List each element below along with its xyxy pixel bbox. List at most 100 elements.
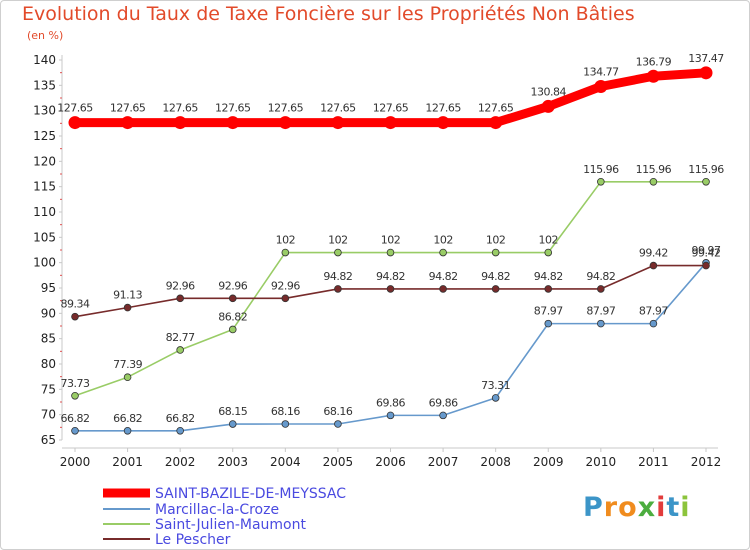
y-tick-label: 130 bbox=[33, 104, 56, 118]
data-point bbox=[281, 248, 290, 257]
y-tick-label: 90 bbox=[41, 306, 56, 320]
data-label: 94.82 bbox=[429, 270, 458, 283]
data-point bbox=[439, 285, 447, 293]
y-tick-label: 65 bbox=[41, 433, 56, 447]
data-label: 66.82 bbox=[166, 412, 195, 425]
data-label: 115.96 bbox=[583, 163, 619, 176]
data-point bbox=[71, 426, 79, 435]
x-tick-label: 2003 bbox=[217, 455, 248, 469]
x-tick-label: 2010 bbox=[586, 455, 617, 469]
data-label: 87.97 bbox=[586, 305, 615, 318]
logo-letter: x bbox=[637, 492, 657, 523]
x-tick-label: 2008 bbox=[480, 455, 511, 469]
data-point bbox=[544, 319, 553, 328]
data-label: 87.97 bbox=[639, 305, 668, 318]
y-tick-label: 140 bbox=[33, 53, 56, 67]
x-tick-label: 2004 bbox=[270, 455, 301, 469]
data-label: 82.77 bbox=[166, 331, 195, 344]
data-label: 68.16 bbox=[271, 405, 300, 418]
legend-label: Saint-Julien-Maumont bbox=[155, 517, 306, 533]
data-point bbox=[439, 248, 447, 257]
data-label: 127.65 bbox=[215, 102, 251, 115]
data-point bbox=[436, 116, 450, 130]
data-point bbox=[544, 285, 553, 293]
data-point bbox=[228, 294, 237, 303]
data-point bbox=[386, 285, 395, 293]
data-point bbox=[226, 116, 240, 130]
data-point bbox=[491, 394, 500, 402]
logo-letter: o bbox=[618, 492, 638, 523]
data-label: 102 bbox=[328, 234, 348, 247]
data-point bbox=[121, 116, 135, 130]
logo-letter: t bbox=[666, 492, 681, 523]
data-point bbox=[386, 248, 395, 257]
data-point bbox=[702, 261, 710, 270]
x-tick-label: 2006 bbox=[375, 455, 406, 469]
data-point bbox=[334, 420, 342, 428]
data-label: 115.96 bbox=[688, 163, 724, 176]
series-line-0 bbox=[70, 68, 711, 128]
legend-label: Le Pescher bbox=[155, 532, 231, 548]
data-label: 73.31 bbox=[481, 379, 510, 392]
data-point bbox=[594, 79, 608, 93]
data-point bbox=[176, 294, 184, 303]
data-label: 92.96 bbox=[271, 279, 300, 292]
y-tick-label: 95 bbox=[41, 281, 56, 295]
data-label: 137.47 bbox=[688, 52, 724, 65]
data-point bbox=[71, 391, 79, 400]
data-point bbox=[278, 116, 292, 130]
data-point bbox=[489, 116, 503, 130]
data-label: 66.82 bbox=[113, 412, 142, 425]
y-tick-label: 135 bbox=[33, 78, 56, 92]
data-point bbox=[544, 248, 553, 257]
data-point bbox=[699, 66, 713, 80]
proxiti-logo: Proxiti bbox=[583, 492, 691, 523]
data-label: 127.65 bbox=[373, 102, 409, 115]
data-label: 127.65 bbox=[268, 102, 304, 115]
axes: 65 70 75 80 85 90 95 100 105 110 115 120 125 130 135 14… bbox=[33, 53, 721, 469]
x-tick-label: 2000 bbox=[60, 455, 91, 469]
data-label: 92.96 bbox=[218, 279, 247, 292]
data-point bbox=[439, 411, 447, 420]
y-tick-label: 80 bbox=[41, 357, 56, 371]
data-label: 89.34 bbox=[61, 298, 90, 311]
data-point bbox=[71, 312, 79, 321]
data-label: 127.65 bbox=[320, 102, 356, 115]
data-label: 102 bbox=[276, 234, 296, 247]
y-tick-label: 85 bbox=[41, 332, 56, 346]
data-label: 94.82 bbox=[323, 270, 352, 283]
data-point bbox=[176, 346, 184, 354]
data-point bbox=[68, 116, 82, 130]
data-label: 94.82 bbox=[586, 270, 615, 283]
data-point bbox=[491, 248, 500, 257]
data-label: 134.77 bbox=[583, 65, 619, 78]
data-point bbox=[281, 294, 290, 303]
y-axis-unit-label: (en %) bbox=[27, 29, 64, 42]
data-point bbox=[228, 420, 237, 428]
data-point bbox=[597, 178, 605, 186]
y-tick-label: 120 bbox=[33, 154, 56, 168]
legend-label: SAINT-BAZILE-DE-MEYSSAC bbox=[155, 486, 346, 502]
data-label: 68.16 bbox=[323, 405, 352, 418]
data-label: 73.73 bbox=[61, 377, 90, 390]
data-point bbox=[386, 411, 395, 420]
y-tick-label: 115 bbox=[33, 180, 56, 194]
data-point bbox=[649, 261, 658, 270]
data-point bbox=[123, 426, 132, 435]
data-point bbox=[334, 285, 342, 293]
data-label: 127.65 bbox=[110, 102, 146, 115]
data-label: 127.65 bbox=[478, 102, 514, 115]
data-point bbox=[331, 116, 345, 130]
data-label: 127.65 bbox=[162, 102, 198, 115]
data-point bbox=[702, 178, 710, 186]
data-label: 136.79 bbox=[636, 55, 672, 68]
data-label: 99.42 bbox=[639, 247, 668, 260]
data-label: 91.13 bbox=[113, 289, 142, 302]
data-label: 69.86 bbox=[429, 396, 458, 409]
data-label: 69.86 bbox=[376, 396, 405, 409]
logo-letter: i bbox=[656, 492, 667, 523]
x-tick-label: 2005 bbox=[323, 455, 354, 469]
data-point bbox=[334, 248, 342, 257]
